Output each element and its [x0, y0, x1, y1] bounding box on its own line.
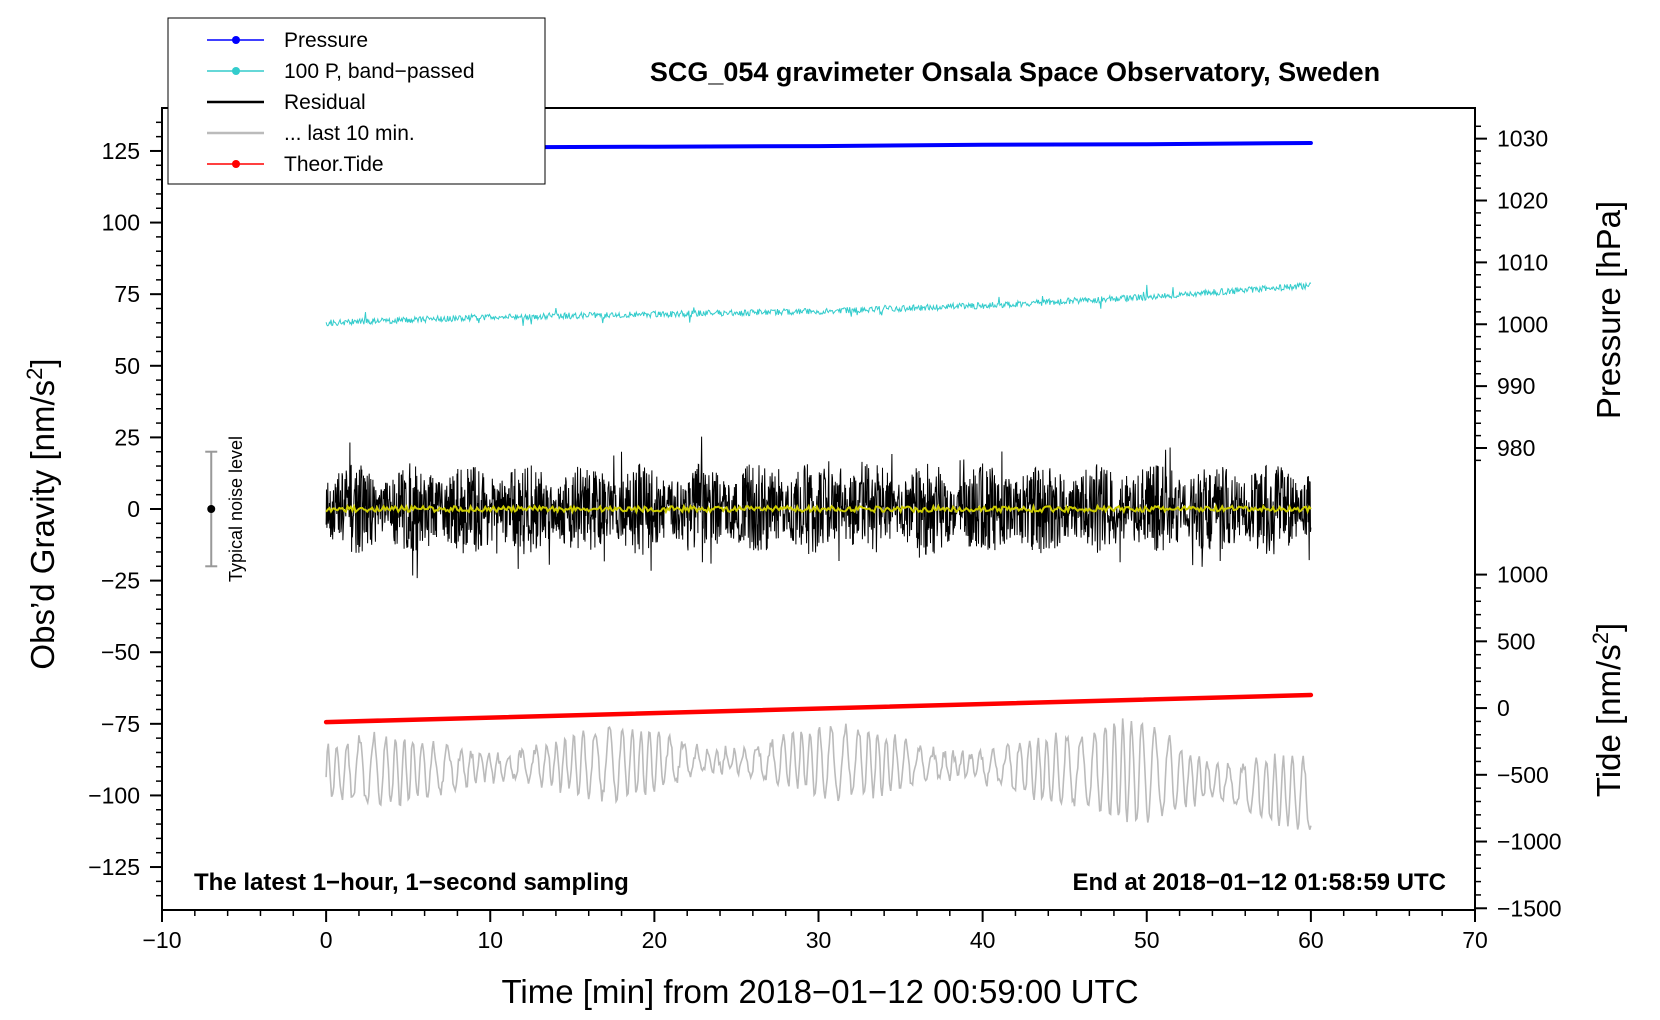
legend-label-pressure: Pressure — [284, 29, 368, 52]
x-tick-label-70: 70 — [1462, 927, 1488, 953]
x-tick-label-0: 0 — [320, 927, 333, 953]
pressure-tick-label-1000: 1000 — [1497, 311, 1548, 337]
x-tick-label-60: 60 — [1298, 927, 1324, 953]
legend-marker-theor-tide — [232, 160, 240, 168]
legend-box — [167, 17, 546, 185]
tide-tick-label-1000: −1000 — [1497, 829, 1562, 855]
tide-tick-label-500: 500 — [1497, 628, 1535, 654]
y-tick-label-75: 75 — [114, 281, 140, 307]
y-tick-label-0: 0 — [127, 496, 140, 522]
pressure-tick-label-1030: 1030 — [1497, 126, 1548, 152]
tide-axis-ticks: 1000 500 0 −500 −1000 −1500 — [1475, 562, 1562, 921]
tide-axis-label: Tide [nm/s2] — [1588, 623, 1627, 797]
legend-label-theor-tide: Theor.Tide — [284, 153, 384, 176]
legend-marker-100-p-band-passed — [232, 67, 240, 75]
series-theor-tide-line — [323, 692, 1314, 725]
y-tick-label-75: −75 — [101, 711, 140, 737]
chart-title: SCG_054 gravimeter Onsala Space Observat… — [650, 57, 1380, 87]
pressure-tick-label-980: 980 — [1497, 435, 1535, 461]
series-residual-line — [325, 436, 1312, 579]
left-axis-ticks: 125 100 75 50 25 0 −25 −50 −75 −100 −125 — [88, 121, 162, 897]
legend: Pressure 100 P, band−passed Residual ... la… — [167, 17, 546, 185]
y-axis-label-left-text: Obs’d Gravity [nm/s — [24, 380, 61, 670]
x-tick-label-30: 30 — [806, 927, 832, 953]
y-tick-label-25: 25 — [114, 424, 140, 450]
legend-label-100-p-band-passed: 100 P, band−passed — [284, 60, 475, 83]
annotation-sampling: The latest 1−hour, 1−second sampling — [194, 869, 629, 896]
tide-tick-label-500: −500 — [1497, 762, 1549, 788]
y-tick-label-125: −125 — [88, 854, 140, 880]
tide-tick-label-1500: −1500 — [1497, 895, 1562, 921]
y-tick-label-50: 50 — [114, 353, 140, 379]
x-tick-label-50: 50 — [1134, 927, 1160, 953]
tide-axis-label-sup: 2 — [1588, 632, 1613, 644]
x-tick-label-10: 10 — [477, 927, 503, 953]
x-tick-label-40: 40 — [970, 927, 996, 953]
y-tick-label-25: −25 — [101, 568, 140, 594]
y-tick-label-50: −50 — [101, 639, 140, 665]
legend-marker-pressure — [232, 36, 240, 44]
x-axis-ticks: −10 0 10 20 30 40 50 60 70 — [142, 910, 1488, 953]
series-layer — [323, 141, 1314, 830]
x-tick-label-20: 20 — [642, 927, 668, 953]
y-axis-label-left-close: ] — [24, 358, 61, 367]
pressure-axis-ticks: 1030 1020 1010 1000 990 980 — [1475, 125, 1548, 462]
pressure-tick-label-990: 990 — [1497, 373, 1535, 399]
noise-level-label: Typical noise level — [226, 436, 246, 582]
x-axis-label: Time [min] from 2018−01−12 00:59:00 UTC — [501, 973, 1138, 1010]
tide-tick-label-0: 0 — [1497, 695, 1510, 721]
y-tick-label-100: −100 — [88, 782, 140, 808]
tide-axis-label-close: ] — [1590, 623, 1627, 632]
pressure-tick-label-1010: 1010 — [1497, 249, 1548, 275]
legend-label-last-10-min: ... last 10 min. — [284, 122, 415, 145]
y-tick-label-125: 125 — [102, 138, 140, 164]
pressure-tick-label-1020: 1020 — [1497, 188, 1548, 214]
tide-tick-label-1000: 1000 — [1497, 562, 1548, 588]
legend-label-residual: Residual — [284, 91, 366, 114]
series-last-10-min-line — [325, 718, 1312, 830]
tide-axis-label-text: Tide [nm/s — [1590, 644, 1627, 797]
noise-level-dot — [207, 505, 216, 513]
y-tick-label-100: 100 — [102, 210, 140, 236]
annotation-end-time: End at 2018−01−12 01:58:59 UTC — [1072, 869, 1446, 896]
y-axis-label-left-sup: 2 — [22, 368, 47, 380]
series-smoothed-residual-line — [325, 503, 1312, 515]
noise-level-indicator: Typical noise level — [205, 436, 246, 582]
x-tick-label-10: −10 — [142, 927, 181, 953]
y-axis-label-left: Obs’d Gravity [nm/s2] — [22, 358, 61, 669]
series-band-passed-line — [325, 281, 1312, 327]
pressure-axis-label: Pressure [hPa] — [1590, 201, 1627, 419]
